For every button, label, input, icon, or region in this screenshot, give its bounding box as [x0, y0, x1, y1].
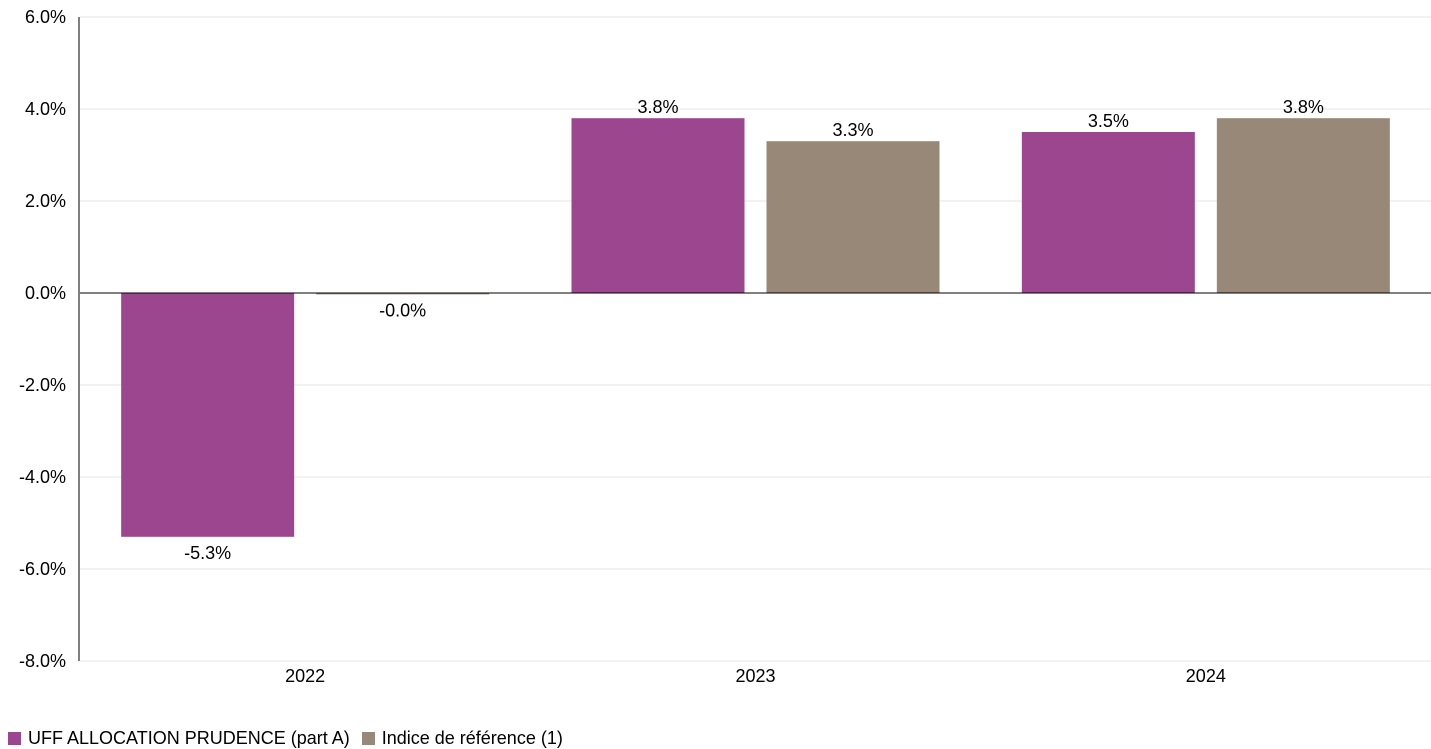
- x-tick-label-2024: 2024: [1186, 666, 1226, 686]
- data-label-series-2-2022: -0.0%: [379, 300, 426, 320]
- x-tick-label-2022: 2022: [285, 666, 325, 686]
- bar-series-1-2022: [121, 293, 295, 537]
- y-tick-label-7: -8.0%: [19, 651, 66, 671]
- legend-label-series-2: Indice de référence (1): [381, 728, 563, 748]
- bar-series-1-2024: [1021, 132, 1195, 293]
- y-tick-label-5: -4.0%: [19, 467, 66, 487]
- bar-series-2-2022: [316, 293, 490, 295]
- y-tick-label-6: -6.0%: [19, 559, 66, 579]
- legend-label-series-1: UFF ALLOCATION PRUDENCE (part A): [28, 728, 350, 748]
- legend-item-series-1: UFF ALLOCATION PRUDENCE (part A): [8, 728, 350, 749]
- y-tick-label-2: 2.0%: [25, 191, 66, 211]
- data-label-series-2-2024: 3.8%: [1283, 97, 1324, 117]
- legend-swatch-series-2: [361, 732, 375, 745]
- legend-swatch-series-1: [8, 732, 21, 745]
- bar-series-1-2023: [571, 118, 745, 293]
- data-label-series-1-2023: 3.8%: [637, 97, 678, 117]
- data-label-series-1-2022: -5.3%: [184, 543, 231, 563]
- y-tick-label-0: 6.0%: [25, 7, 66, 27]
- x-tick-label-2023: 2023: [735, 666, 775, 686]
- data-label-series-1-2024: 3.5%: [1088, 111, 1129, 131]
- data-label-series-2-2023: 3.3%: [832, 120, 873, 140]
- legend: UFF ALLOCATION PRUDENCE (part A) Indice …: [8, 728, 575, 749]
- y-tick-label-3: 0.0%: [25, 283, 66, 303]
- y-tick-label-1: 4.0%: [25, 99, 66, 119]
- legend-item-series-2: Indice de référence (1): [361, 728, 563, 749]
- bar-series-2-2024: [1216, 118, 1390, 293]
- bar-series-2-2023: [766, 141, 940, 293]
- y-tick-label-4: -2.0%: [19, 375, 66, 395]
